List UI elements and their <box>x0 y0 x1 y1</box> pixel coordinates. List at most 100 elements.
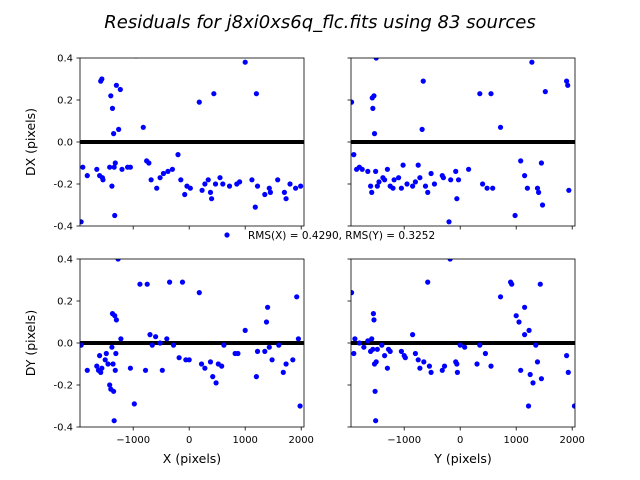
data-point <box>446 219 452 225</box>
data-point <box>167 279 173 285</box>
data-point <box>253 91 259 97</box>
data-point <box>209 196 215 202</box>
data-point <box>169 166 175 172</box>
data-point <box>426 363 432 369</box>
data-point <box>513 313 519 319</box>
data-point <box>254 183 261 189</box>
data-point <box>199 187 205 193</box>
data-point <box>127 365 133 371</box>
data-point <box>207 189 214 195</box>
data-point <box>153 334 159 340</box>
data-point <box>447 259 453 262</box>
legend-label: RMS(X) = 0.4290, RMS(Y) = 0.3252 <box>248 230 435 242</box>
data-point <box>164 336 170 342</box>
data-point <box>457 342 463 348</box>
data-point <box>119 166 125 172</box>
data-point <box>237 179 243 185</box>
data-point <box>373 418 379 424</box>
data-point <box>127 164 133 170</box>
data-point <box>439 367 445 373</box>
data-point <box>524 185 531 191</box>
data-point <box>276 342 282 348</box>
data-point <box>490 185 496 191</box>
data-point <box>187 185 193 191</box>
data-point <box>518 158 524 164</box>
data-point <box>374 346 380 352</box>
data-point <box>536 189 542 195</box>
data-point <box>293 185 299 191</box>
data-point <box>384 365 390 371</box>
y-tick-label: -0.2 <box>53 381 73 392</box>
x-tick-label: 1000 <box>503 435 528 446</box>
y-tick-label: -0.4 <box>53 222 73 233</box>
data-point <box>530 380 536 386</box>
data-point <box>109 344 115 350</box>
data-point <box>94 363 100 369</box>
data-point <box>538 160 545 166</box>
data-point <box>398 185 404 191</box>
data-point <box>107 164 113 170</box>
data-point <box>420 78 426 84</box>
data-point <box>454 369 460 375</box>
data-point <box>404 181 410 187</box>
data-point <box>254 348 261 354</box>
x-tick-label: −1000 <box>387 435 421 446</box>
data-point <box>373 168 379 174</box>
data-point <box>522 304 528 310</box>
data-point <box>105 361 111 367</box>
data-point <box>454 361 460 367</box>
data-point <box>410 332 416 338</box>
data-point <box>454 196 460 202</box>
data-point <box>382 177 388 183</box>
data-point <box>455 177 462 183</box>
legend: RMS(X) = 0.4290, RMS(Y) = 0.3252 <box>224 230 435 242</box>
data-point <box>98 369 104 375</box>
data-point <box>566 187 572 193</box>
data-point <box>262 348 268 354</box>
data-point <box>361 344 367 350</box>
data-point <box>440 175 446 181</box>
data-point <box>287 181 293 187</box>
data-point <box>290 357 296 363</box>
data-point <box>196 290 202 296</box>
data-point <box>533 342 539 348</box>
data-point <box>428 369 434 375</box>
data-point <box>113 317 119 323</box>
data-point <box>102 357 108 363</box>
data-point <box>131 401 137 407</box>
data-point <box>147 332 153 338</box>
data-point <box>269 357 275 363</box>
data-point <box>99 365 105 371</box>
data-point <box>298 183 304 189</box>
data-point <box>371 131 378 137</box>
data-point <box>525 403 532 409</box>
data-point <box>266 344 272 350</box>
y-tick-label: 0.2 <box>57 96 73 107</box>
data-point <box>160 170 167 177</box>
data-point <box>116 126 122 132</box>
data-point <box>382 353 388 359</box>
data-point <box>516 319 522 325</box>
data-point <box>280 369 286 375</box>
data-point <box>117 86 123 93</box>
x-tick-label: 0 <box>186 435 192 446</box>
data-point <box>526 327 532 333</box>
data-point <box>477 342 483 348</box>
data-point <box>112 212 118 219</box>
data-point <box>387 348 393 354</box>
data-point <box>157 175 163 181</box>
data-point <box>196 99 202 105</box>
data-point <box>80 219 84 225</box>
data-point <box>390 185 396 191</box>
data-point <box>351 99 355 105</box>
data-point <box>425 279 431 285</box>
data-point <box>111 388 117 394</box>
data-point <box>564 78 570 84</box>
subplot-dx-vs-x: -0.4 -0.2 0.0 0.2 0.4 DX (pixels) <box>23 54 305 233</box>
data-point <box>441 363 448 369</box>
y-tick-label: 0.2 <box>57 297 73 308</box>
data-point <box>146 160 152 166</box>
data-point <box>205 177 211 183</box>
data-point <box>538 376 545 382</box>
data-point <box>198 361 205 367</box>
